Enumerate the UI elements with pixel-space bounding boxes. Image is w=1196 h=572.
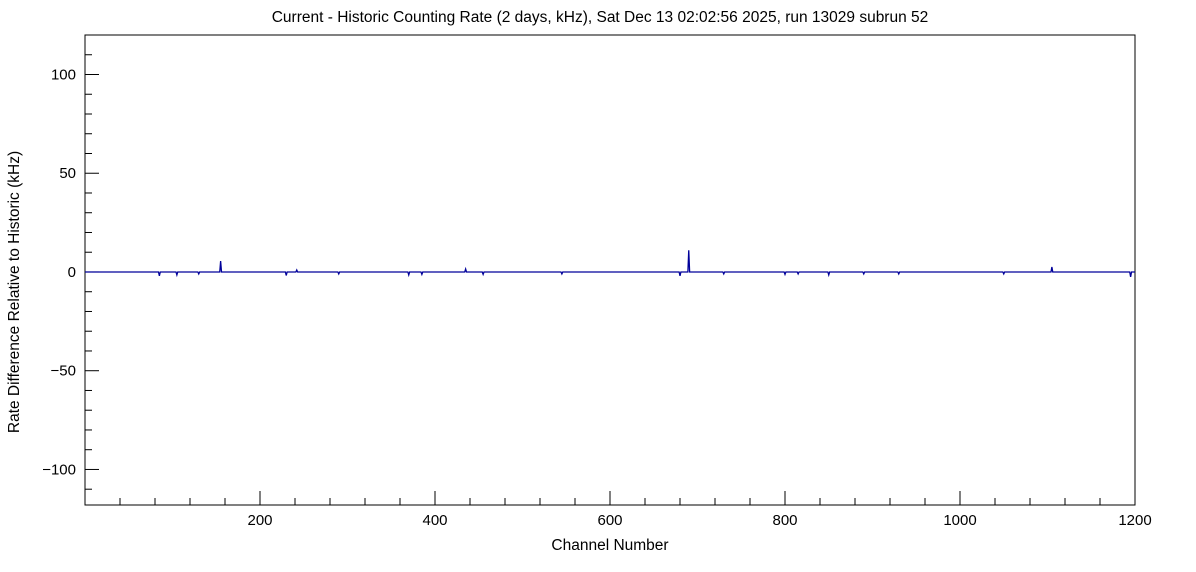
x-axis-tick-label: 200 [247, 512, 272, 529]
y-axis-tick-label: 100 [51, 66, 76, 83]
x-axis-label: Channel Number [551, 537, 668, 554]
x-axis-tick-label: 800 [772, 512, 797, 529]
y-axis-tick-label: 50 [59, 165, 76, 182]
y-axis-label: Rate Difference Relative to Historic (kH… [6, 151, 23, 433]
data-series-group [85, 250, 1135, 278]
plot-frame [84, 34, 1136, 506]
chart-title: Current - Historic Counting Rate (2 days… [272, 9, 929, 26]
y-axis-tick-label: −100 [42, 461, 76, 478]
x-axis-tick-label: 1000 [943, 512, 976, 529]
y-axis-tick-label: −50 [51, 363, 76, 380]
axis-tick-labels-group: −100 −50 0 50 100 200 400 600 800 1000 1200 [42, 66, 1151, 529]
data-line [85, 250, 1135, 278]
axis-ticks-group [85, 54, 1136, 505]
x-axis-tick-label: 600 [597, 512, 622, 529]
x-axis-tick-label: 400 [422, 512, 447, 529]
y-axis-tick-label: 0 [68, 264, 76, 281]
plot-frame-group [84, 34, 1136, 506]
x-axis-tick-label: 1200 [1118, 512, 1151, 529]
